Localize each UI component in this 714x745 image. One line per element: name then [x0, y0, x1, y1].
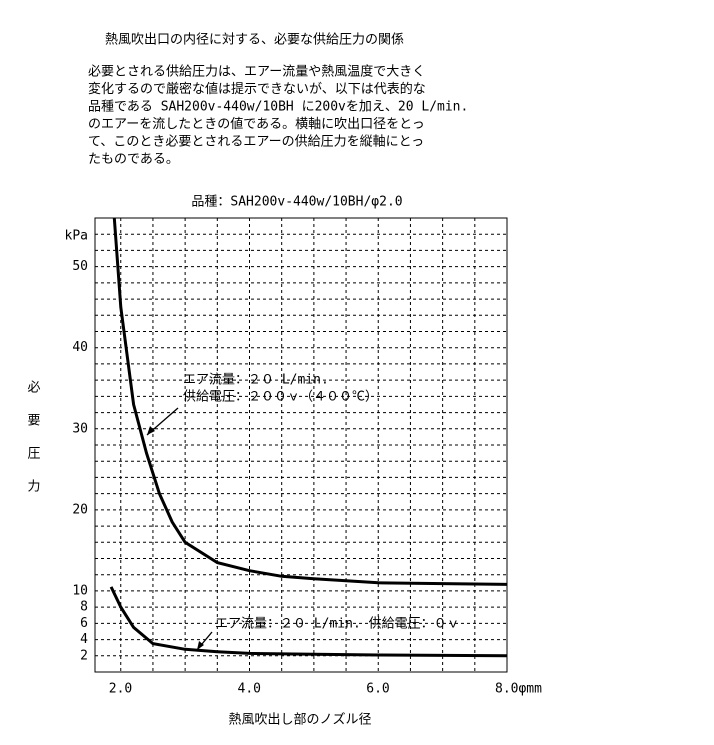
- x-tick-label: 6.0: [366, 682, 389, 697]
- y-tick-label: 40: [72, 340, 88, 355]
- y-tick-label: 8: [80, 600, 88, 615]
- y-axis-label: 必要圧力: [25, 380, 41, 512]
- paragraph-line: 品種である SAH200v-440w/10BH に200vを加え、20 L/mi…: [88, 99, 468, 115]
- annotation: エア流量：２０ L/min.: [183, 373, 329, 388]
- annotation: 供給電圧：２００ｖ（４００℃）: [183, 390, 378, 405]
- y-tick-label: 2: [80, 648, 88, 663]
- arrow-head: [147, 426, 155, 435]
- paragraph-line: 変化するので厳密な値は提示できないが、以下は代表的な: [88, 81, 426, 97]
- paragraph-line: たものである。: [88, 152, 179, 167]
- page-title: 熱風吹出口の内径に対する、必要な供給圧力の関係: [105, 32, 404, 48]
- chart-title: 品種：SAH200v-440w/10BH/φ2.0: [191, 194, 402, 210]
- paragraph-line: て、このとき必要とされるエアーの供給圧力を縦軸にとっ: [88, 135, 424, 150]
- y-tick-label: 50: [72, 259, 88, 274]
- y-unit: kPa: [65, 229, 88, 244]
- plot-frame: [94, 217, 508, 673]
- x-tick-label: 2.0: [109, 682, 132, 697]
- x-tick-label: 8.0φmm: [495, 682, 542, 697]
- series-line: [109, 586, 508, 658]
- x-axis-label: 熱風吹出し部のノズル径: [228, 712, 371, 728]
- arrow-head: [197, 641, 204, 650]
- annotation: エア流量：２０ L/min. 供給電圧：０ｖ: [215, 617, 460, 632]
- y-tick-label: 6: [80, 616, 88, 631]
- y-tick-label: 4: [80, 632, 88, 647]
- x-tick-label: 4.0: [238, 682, 261, 697]
- paragraph-line: 必要とされる供給圧力は、エアー流量や熱風温度で大きく: [88, 64, 425, 80]
- series-line: [112, 217, 508, 586]
- y-tick-label: 20: [72, 502, 88, 517]
- y-tick-label: 10: [72, 583, 88, 598]
- paragraph-line: のエアーを流したときの値である。横軸に吹出口径をとっ: [88, 116, 425, 132]
- y-tick-label: 30: [72, 421, 88, 436]
